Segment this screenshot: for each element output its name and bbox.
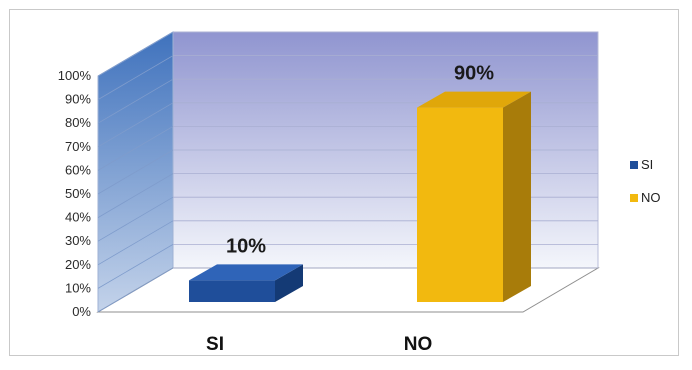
data-label-no: 90% bbox=[454, 63, 494, 85]
bars bbox=[189, 91, 531, 302]
legend-swatch-si bbox=[630, 161, 638, 169]
legend: SI NO bbox=[630, 157, 661, 205]
y-tick-label: 70% bbox=[65, 139, 91, 154]
gridline-side bbox=[97, 78, 174, 124]
gridline-side bbox=[97, 102, 174, 148]
y-tick-label: 40% bbox=[65, 210, 91, 225]
y-tick-label: 90% bbox=[65, 92, 91, 107]
gridline-side bbox=[97, 267, 174, 313]
bar-no bbox=[417, 107, 503, 302]
gridline-side bbox=[97, 55, 174, 100]
chart-frame: 0% 10% 20% 30% 40% 50% 60% 70% 80% 90% 100% 10% 90%… bbox=[9, 9, 679, 356]
x-axis-categories: SI NO bbox=[206, 334, 432, 355]
y-axis-ticks: 0% 10% 20% 30% 40% 50% 60% 70% 80% 90% 100% bbox=[58, 68, 92, 319]
bar-chart: 0% 10% 20% 30% 40% 50% 60% 70% 80% 90% 100% 10% 90%… bbox=[58, 31, 661, 355]
y-tick-label: 50% bbox=[65, 186, 91, 201]
data-label-si: 10% bbox=[226, 235, 266, 257]
bar-si-side bbox=[275, 264, 303, 302]
gridline-side bbox=[97, 244, 174, 289]
data-labels: 10% 90% bbox=[226, 63, 494, 258]
legend-label-no: NO bbox=[641, 190, 661, 205]
x-category-no: NO bbox=[404, 334, 433, 355]
y-tick-label: 20% bbox=[65, 257, 91, 272]
gridline-side bbox=[97, 126, 174, 171]
y-tick-label: 80% bbox=[65, 115, 91, 130]
bar-no-side bbox=[503, 91, 531, 302]
legend-swatch-no bbox=[630, 194, 638, 202]
y-tick-label: 30% bbox=[65, 233, 91, 248]
gridline-side bbox=[97, 220, 174, 266]
gridline-side bbox=[97, 149, 174, 195]
bar-si-top bbox=[189, 264, 303, 281]
bar-no-top bbox=[417, 91, 531, 108]
bar-si bbox=[189, 280, 275, 302]
y-tick-label: 100% bbox=[58, 68, 92, 83]
gridline-side bbox=[97, 31, 174, 77]
y-tick-label: 0% bbox=[72, 304, 91, 319]
y-tick-label: 60% bbox=[65, 162, 91, 177]
x-category-si: SI bbox=[206, 334, 224, 355]
gridline-side bbox=[97, 196, 174, 242]
y-tick-label: 10% bbox=[65, 280, 91, 295]
legend-label-si: SI bbox=[641, 157, 653, 172]
gridline-side bbox=[97, 173, 174, 218]
